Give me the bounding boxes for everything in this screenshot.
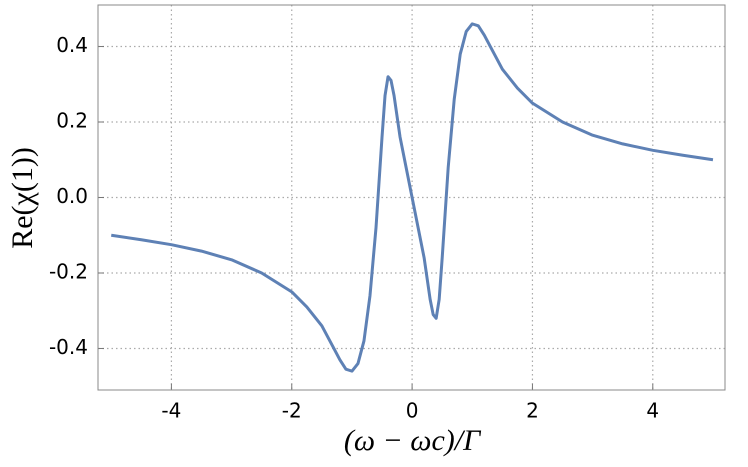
y-tick-label: 0.4 [56, 33, 88, 57]
x-tick-label: -2 [282, 399, 302, 423]
plot-frame [97, 4, 726, 391]
x-tick-label: -4 [161, 399, 181, 423]
y-axis-label: Re(χ(1)) [6, 147, 39, 249]
y-tick-label: -0.4 [49, 335, 88, 359]
y-tick-label: 0.0 [56, 184, 88, 208]
x-tick-label: 4 [646, 399, 659, 423]
data-line [111, 22, 714, 373]
y-tick-label: 0.2 [56, 109, 88, 133]
x-tick-label: 0 [406, 399, 419, 423]
x-axis-label: (ω − ωc)/Γ [344, 424, 482, 457]
x-tick-label: 2 [526, 399, 539, 423]
y-tick-label: -0.2 [49, 259, 88, 283]
